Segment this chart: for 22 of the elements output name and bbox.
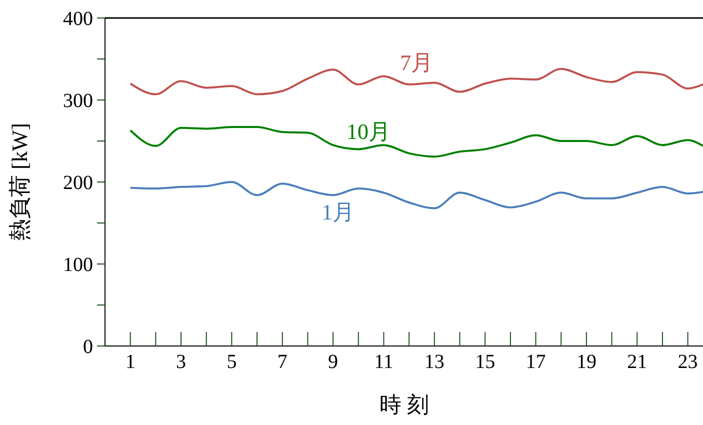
x-tick-label: 13 [424,351,444,374]
x-tick-label: 21 [627,351,648,374]
x-tick-label: 23 [678,351,698,374]
x-axis-title: 時 刻 [379,392,429,417]
series-label: 10月 [346,118,391,144]
x-tick-label: 7 [277,351,288,374]
x-tick-label: 5 [226,351,237,374]
y-tick-label: 300 [63,90,93,112]
x-tick-label: 17 [526,351,546,374]
series-label: 1月 [322,199,355,224]
y-axis-title: 熱負荷 [kW] [6,123,32,241]
y-tick-label: 0 [83,336,93,358]
x-tick-label: 19 [576,351,596,374]
x-tick-label: 11 [374,351,394,374]
x-tick-label: 9 [328,351,338,374]
y-tick-label: 100 [63,254,93,276]
x-tick-label: 1 [125,351,136,374]
x-tick-label: 15 [475,351,496,374]
series-label: 7月 [400,50,434,76]
y-tick-label: 200 [63,172,93,194]
x-tick-label: 3 [176,351,186,374]
y-tick-label: 400 [63,8,93,30]
